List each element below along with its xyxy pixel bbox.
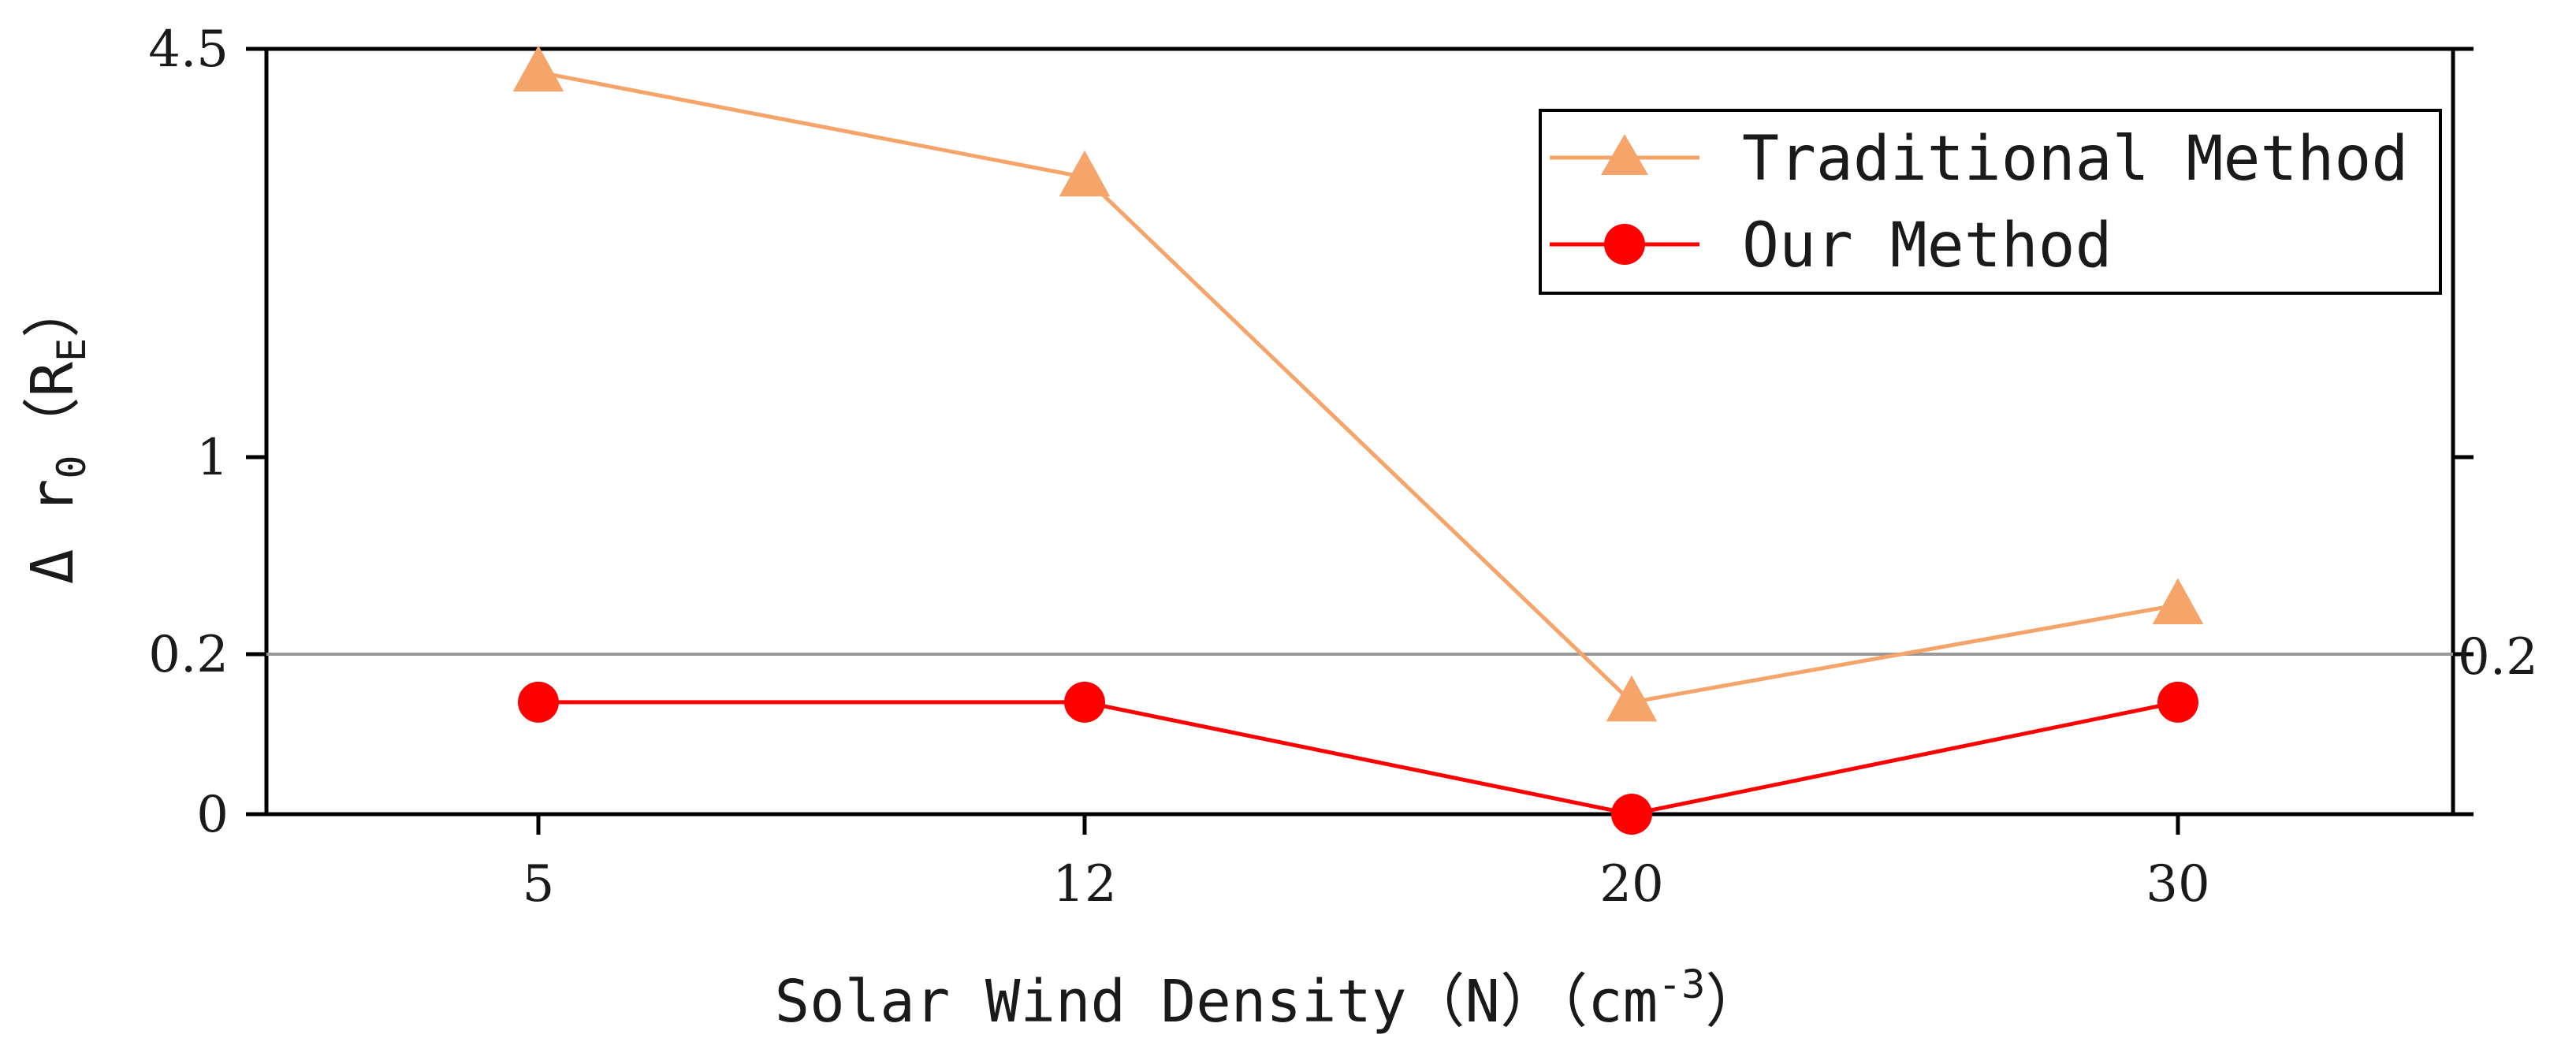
x-tick-label: 30	[2146, 855, 2209, 913]
y-tick-label: 0	[196, 786, 229, 844]
point-our-method	[1064, 681, 1105, 723]
y-axis-title-end: ）	[19, 280, 87, 338]
legend-box	[1539, 109, 2442, 295]
x-axis-title-sup: -3	[1658, 962, 1705, 1007]
point-our-method	[518, 681, 559, 723]
legend: Traditional Method Our Method	[1539, 109, 2442, 295]
series-line-our-method	[538, 700, 2179, 817]
y-axis-title-sub: 0	[49, 455, 95, 478]
y-tick-label: 0.2	[148, 626, 229, 684]
x-axis-title: Solar Wind Density（N）（cm-3）	[775, 962, 1764, 1036]
x-axis-title-main: Solar Wind Density（N）（cm	[775, 968, 1658, 1036]
y-tick-label: 1	[196, 429, 229, 487]
legend-marker-traditional	[1601, 134, 1648, 175]
series-line-traditional-method	[538, 70, 2179, 705]
y-tick-label: 4.5	[148, 20, 229, 79]
point-our-method	[1611, 794, 1652, 835]
y-axis-title-mid: （R	[19, 361, 87, 455]
x-tick-label: 5	[523, 855, 555, 913]
y-axis-title: Δ r0（RE）	[19, 280, 95, 584]
x-axis-title-end: ）	[1705, 968, 1763, 1036]
y-axis-ticks: 4.5 1 0.2 0	[148, 20, 2474, 844]
point-traditional-method	[512, 45, 564, 92]
right-tick-label: 0.2	[2458, 628, 2538, 686]
legend-marker-our	[1604, 224, 1645, 265]
x-tick-label: 20	[1599, 855, 1663, 913]
y-axis-title-sub2: E	[49, 338, 95, 362]
legend-label-our: Our Method	[1742, 210, 2113, 281]
point-our-method	[2157, 681, 2198, 723]
point-traditional-method	[1606, 675, 1658, 722]
y-axis-title-prefix: Δ r	[19, 479, 87, 585]
series-layer	[512, 45, 2204, 835]
x-tick-label: 12	[1052, 855, 1116, 913]
legend-label-traditional: Traditional Method	[1742, 124, 2408, 195]
point-traditional-method	[2152, 578, 2204, 624]
plot-frame	[264, 47, 2455, 817]
point-traditional-method	[1059, 150, 1111, 197]
x-axis-ticks: 5 12 20 30	[523, 814, 2210, 913]
